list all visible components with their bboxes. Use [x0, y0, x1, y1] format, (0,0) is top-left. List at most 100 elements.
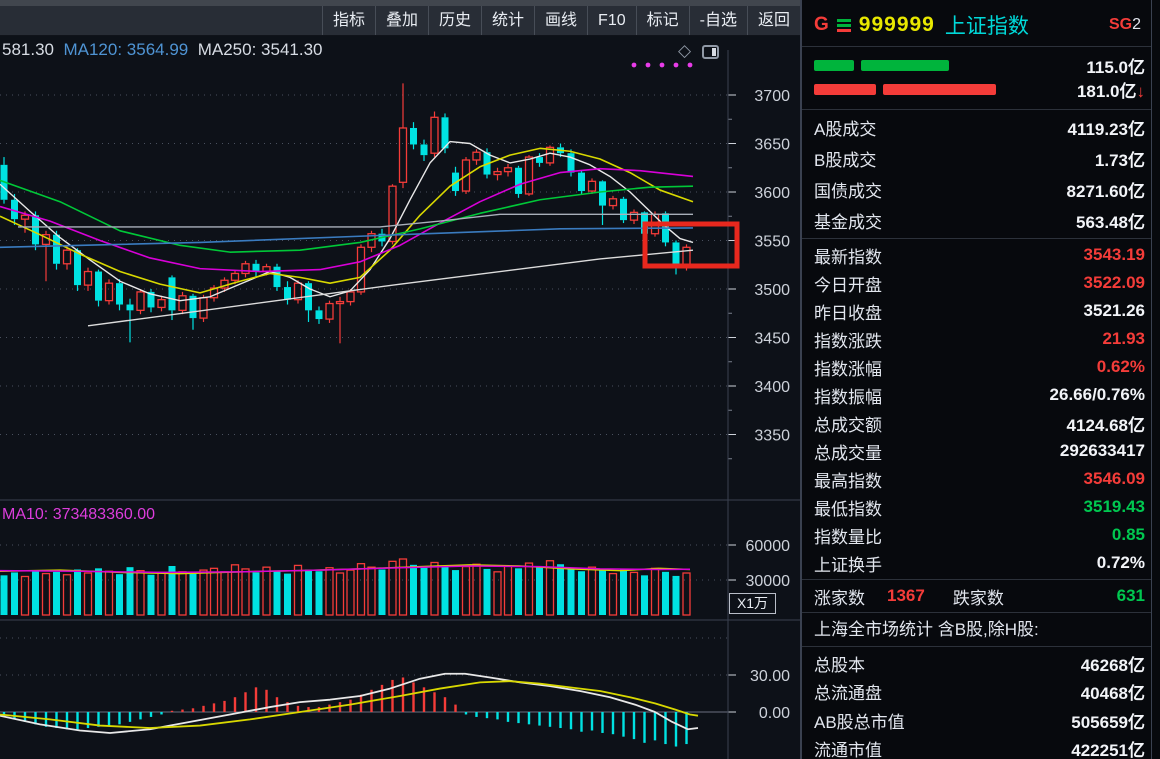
candle-body-up — [136, 291, 145, 311]
candle-body-down — [515, 167, 522, 194]
quote-header[interactable]: G 999999 上证指数 SG2 — [802, 0, 1151, 46]
macd-dif-line — [0, 672, 699, 734]
toolbar-button-back[interactable]: 返回 — [746, 6, 800, 35]
toolbar-button-indicator[interactable]: 指标 — [321, 6, 375, 35]
quote-row-value: 21.93 — [1102, 329, 1145, 348]
candle-body-up — [503, 167, 513, 173]
quote-row: 总成交额 4124.68亿 — [814, 409, 1145, 437]
candle-body-down — [567, 153, 575, 173]
sell-flow-row: 181.0亿↓ — [814, 77, 1145, 101]
candle-body-up — [157, 299, 166, 309]
toolbar-button-overlay[interactable]: 叠加 — [374, 6, 428, 35]
candle-body-down — [599, 181, 606, 206]
quote-row-label: AB股总市值 — [814, 712, 905, 732]
decliners-label: 跌家数 — [952, 588, 1004, 608]
quote-row-label: 指数涨幅 — [814, 359, 882, 379]
candle-body-down — [74, 250, 81, 286]
quote-row: 总股本 46268亿 — [814, 649, 1145, 678]
candle-body-up — [398, 127, 408, 183]
flow-bar-segment — [814, 59, 854, 71]
volume-bar-up — [430, 561, 439, 616]
ma-values-label: 581.30 MA120: 3564.99 MA250: 3541.30 — [2, 40, 323, 60]
sell-flow-value: 181.0亿↓ — [1076, 81, 1145, 101]
volume-axis-label: 30000 — [746, 573, 791, 590]
volume-bar-down — [116, 574, 123, 615]
volume-bar-down — [557, 564, 564, 615]
quote-row-value: 3543.19 — [1083, 245, 1145, 264]
candle-body-down — [168, 277, 176, 311]
quote-row-label: 总成交额 — [814, 415, 882, 435]
toolbar-button-unwatch[interactable]: -自选 — [688, 6, 747, 35]
candle-body-down — [11, 199, 18, 220]
quote-row-value: 0.85 — [1111, 525, 1145, 544]
ma-line-ma60 — [18, 213, 693, 228]
toolbar-button-f10[interactable]: F10 — [587, 6, 636, 35]
quote-row-value: 505659亿 — [1071, 712, 1145, 732]
volume-bar-up — [524, 562, 534, 616]
volume-bar-up — [493, 571, 502, 616]
diamond-icon[interactable]: ◇ — [678, 41, 692, 60]
candle-body-down — [252, 263, 260, 272]
ma120-label: MA120: — [63, 40, 123, 59]
magenta-dot — [687, 62, 693, 68]
candle-body-up — [388, 185, 397, 243]
window-top-strip — [0, 0, 1160, 6]
volume-bar-up — [104, 570, 114, 616]
candle-body-down — [53, 234, 60, 264]
volume-ma-label: MA10: 373483360.00 — [2, 506, 156, 523]
candle-body-down — [284, 287, 291, 300]
volume-bar-down — [284, 573, 291, 615]
candle-body-down — [273, 266, 281, 288]
volume-bar-down — [620, 568, 627, 615]
quote-row-value: 26.66/0.76% — [1049, 385, 1145, 404]
volume-axis-label: 60000 — [746, 538, 791, 555]
candle-body-up — [430, 116, 439, 154]
candle-body-up — [62, 249, 72, 265]
ma250-label: MA250: — [197, 40, 257, 59]
quote-row: 总流通盘 40468亿 — [814, 678, 1145, 707]
magenta-dot — [645, 62, 651, 68]
buy-flow-bars — [814, 59, 949, 71]
quote-row-value: 3522.09 — [1083, 273, 1145, 292]
toolbar-button-history[interactable]: 历史 — [428, 6, 481, 35]
volume-bar-down — [252, 572, 260, 615]
flow-bar-segment — [883, 83, 996, 95]
volume-bar-down — [32, 570, 39, 615]
ma-line-ma5 — [0, 140, 694, 302]
quote-row-label: 基金成交 — [814, 213, 882, 232]
volume-bar-up — [682, 572, 691, 616]
quote-row-value: 3519.43 — [1083, 497, 1145, 516]
macd-axis-label: 30.00 — [750, 668, 790, 685]
candle-body-up — [356, 246, 366, 293]
split-window-icon[interactable] — [702, 45, 719, 59]
ma-line-ma30 — [0, 179, 694, 253]
volume-bar-up — [587, 566, 597, 616]
toolbar-button-drawline[interactable]: 画线 — [534, 6, 587, 35]
volume-bar-down — [452, 570, 459, 615]
price-axis-label: 3400 — [754, 379, 790, 396]
quote-row-label: 最高指数 — [814, 471, 882, 491]
volume-bar-down — [305, 569, 312, 615]
kline-chart-canvas[interactable]: 3700 3650 3600 3550 3500 3450 3400 3350 60000 300… — [0, 6, 800, 759]
toolbar-button-stats[interactable]: 统计 — [481, 6, 534, 35]
vol-vol-ma10 — [0, 565, 691, 574]
volume-bar-up — [472, 563, 481, 616]
candle-body-up — [178, 295, 187, 311]
ma120-value: 3564.99 — [126, 40, 189, 59]
quote-row-label: 总成交量 — [814, 443, 882, 463]
volume-bar-down — [599, 570, 606, 615]
volume-unit-box[interactable]: X1万 — [729, 593, 776, 614]
quote-row: B股成交 1.73亿 — [814, 143, 1145, 174]
volume-bar-up — [220, 571, 229, 616]
volume-bar-down — [0, 575, 8, 615]
quote-panel: G 999999 上证指数 SG2 115.0亿 181.0亿↓ — [800, 0, 1160, 759]
quote-row-label: 流通市值 — [814, 741, 882, 759]
candle-body-up — [335, 300, 345, 305]
volume-bar-up — [545, 560, 555, 616]
quote-row-label: 最低指数 — [814, 499, 882, 519]
toolbar-button-mark[interactable]: 标记 — [635, 6, 689, 35]
candle-body-up — [629, 211, 639, 221]
candle-body-up — [293, 282, 303, 301]
volume-bar-down — [11, 572, 18, 615]
